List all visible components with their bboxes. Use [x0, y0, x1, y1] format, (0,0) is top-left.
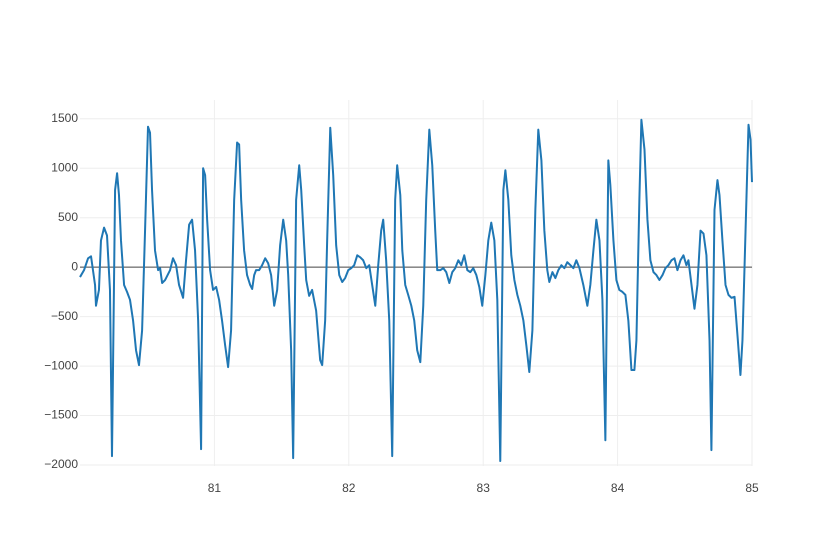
y-tick-label: −1000 — [44, 358, 78, 372]
y-tick-label: −1500 — [44, 408, 78, 422]
y-tick-label: 0 — [71, 259, 78, 273]
x-tick-label: 81 — [208, 481, 222, 495]
y-tick-label: 1000 — [51, 160, 78, 174]
x-tick-label: 82 — [342, 481, 356, 495]
y-tick-label: 1500 — [51, 111, 78, 125]
y-tick-label: 500 — [58, 210, 78, 224]
x-tick-label: 83 — [477, 481, 491, 495]
y-tick-label: −2000 — [44, 457, 78, 471]
y-tick-label: −500 — [51, 309, 78, 323]
data-line — [79, 118, 753, 463]
x-tick-label: 85 — [745, 481, 759, 495]
x-tick-label: 84 — [611, 481, 625, 495]
